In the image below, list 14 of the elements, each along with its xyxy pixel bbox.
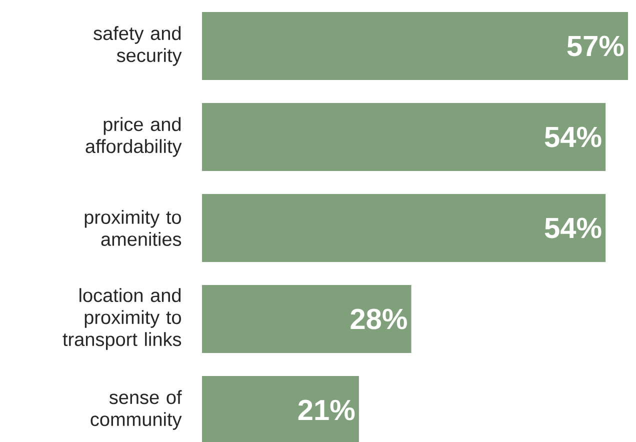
y-tick-label: safety and security xyxy=(94,26,182,66)
data-label: 21% xyxy=(298,400,355,420)
bar xyxy=(202,12,628,80)
bar xyxy=(202,103,606,172)
bar xyxy=(202,194,606,262)
bar xyxy=(202,285,412,354)
data-label: 28% xyxy=(350,308,407,330)
y-tick-label: proximity to amenities xyxy=(84,210,182,246)
data-label: 57% xyxy=(567,36,624,56)
data-label: 54% xyxy=(544,218,602,238)
y-tick-label: sense of community xyxy=(90,390,182,430)
data-label: 54% xyxy=(544,126,602,148)
y-tick-label: location and proximity to transport links xyxy=(62,288,182,350)
y-tick-label: price and affordability xyxy=(86,117,182,157)
